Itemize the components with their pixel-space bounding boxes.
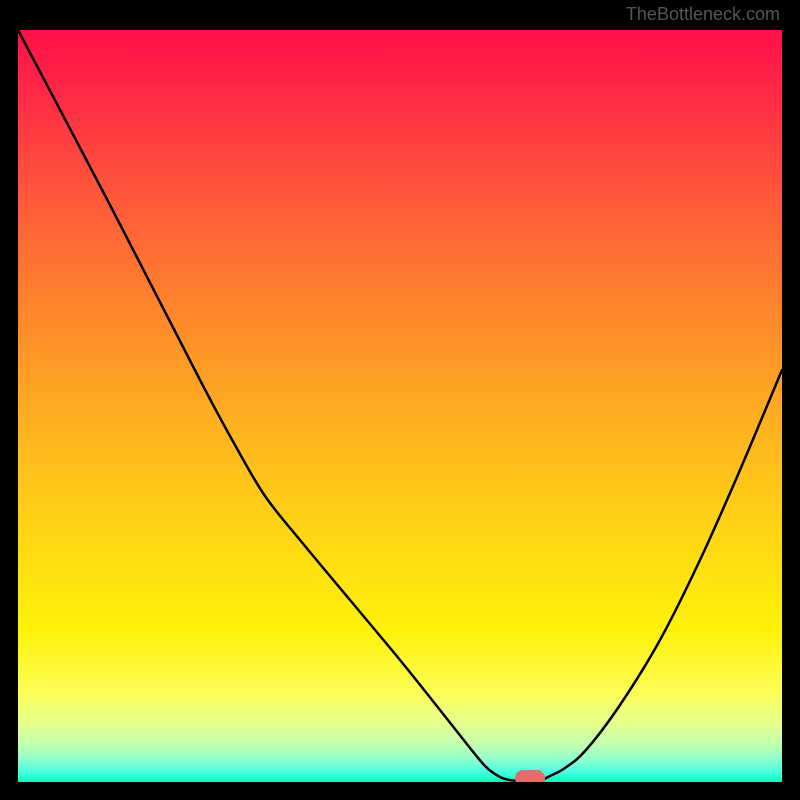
frame-border xyxy=(0,0,18,800)
plot-background xyxy=(18,30,782,782)
frame-border xyxy=(0,782,800,800)
frame-border xyxy=(782,0,800,800)
bottleneck-chart xyxy=(0,0,800,800)
watermark-text: TheBottleneck.com xyxy=(626,4,780,25)
chart-container: TheBottleneck.com xyxy=(0,0,800,800)
